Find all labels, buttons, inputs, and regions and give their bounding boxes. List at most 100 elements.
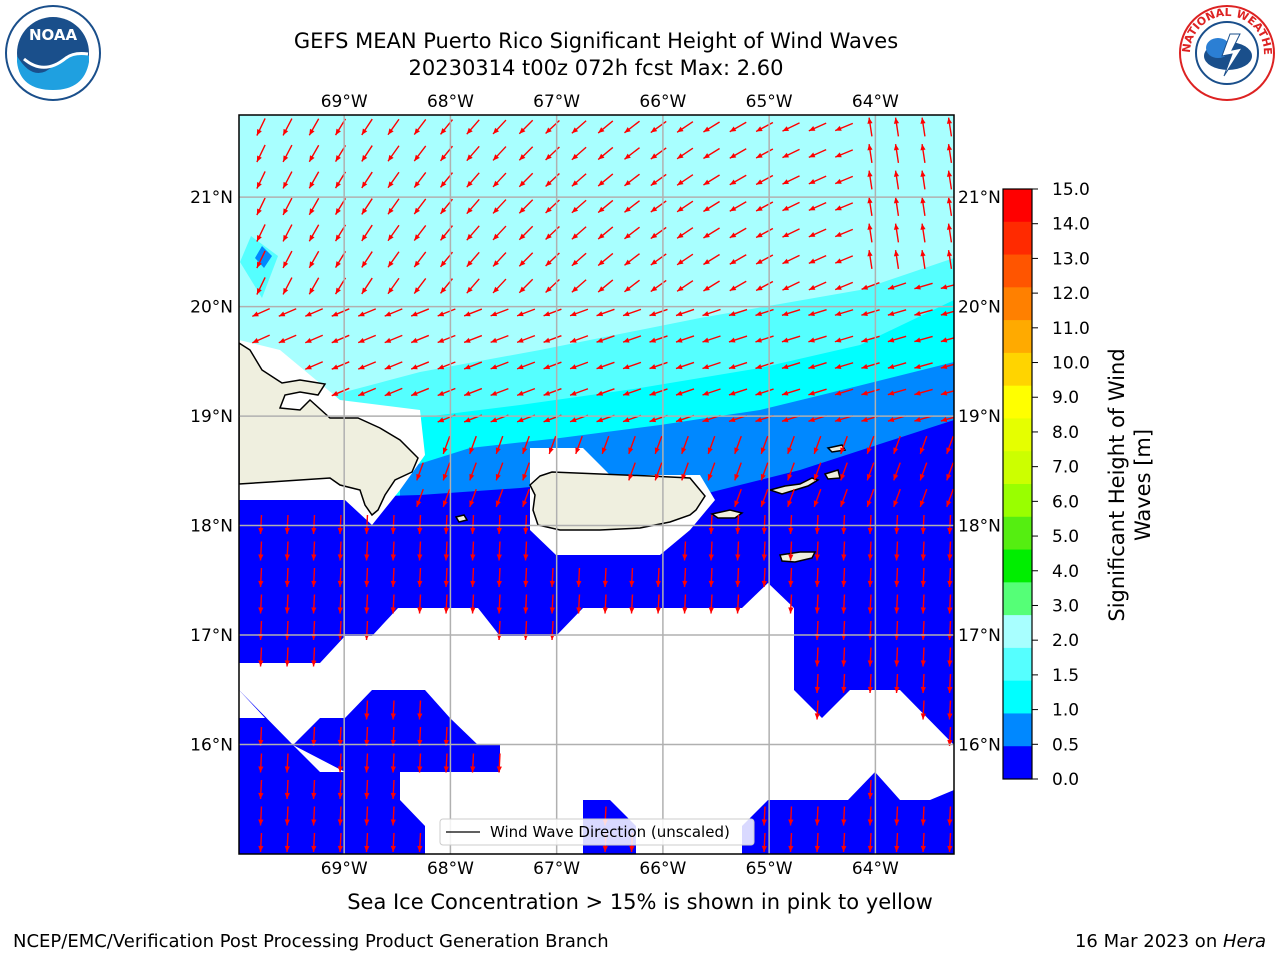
wind-wave-arrow	[284, 779, 290, 800]
colorbar: 15.0 14.0 13.0 12.0 11.0 10.0 9.0 8.0 7.0 6.0 5.0 4…	[1002, 180, 1090, 790]
wind-wave-arrow	[516, 388, 536, 396]
wind-wave-arrow	[311, 806, 317, 826]
wind-wave-arrow	[466, 225, 480, 241]
wind-wave-arrow	[304, 334, 324, 344]
colorbar-segment	[1003, 484, 1032, 518]
wind-wave-arrow	[894, 594, 900, 614]
wind-wave-arrow	[466, 172, 480, 188]
wind-wave-arrow	[256, 171, 266, 189]
wind-wave-arrow	[597, 173, 614, 187]
wind-wave-arrow	[887, 388, 907, 396]
wind-wave-arrow	[729, 201, 747, 212]
wind-wave-arrow	[893, 250, 900, 269]
wind-wave-arrow	[624, 253, 640, 266]
wind-wave-arrow	[357, 334, 377, 344]
wind-wave-arrow	[781, 361, 801, 370]
wind-wave-arrow	[676, 147, 694, 160]
wind-wave-arrow	[788, 594, 794, 614]
wind-wave-arrow	[387, 251, 400, 268]
wind-wave-arrow	[649, 388, 668, 396]
wind-wave-arrow	[492, 199, 507, 214]
lat-label: 17°N	[190, 626, 233, 646]
wind-wave-arrow	[834, 175, 854, 185]
wind-wave-arrow	[387, 145, 400, 162]
wind-wave-arrow	[284, 832, 290, 853]
wind-wave-arrow	[571, 226, 587, 240]
wind-wave-arrow	[492, 225, 507, 241]
colorbar-segment	[1003, 385, 1032, 419]
wind-wave-arrow	[867, 673, 873, 694]
wind-wave-arrow	[387, 277, 400, 295]
wind-wave-arrow	[729, 254, 747, 265]
wind-wave-arrow	[492, 146, 507, 161]
wind-wave-arrow	[834, 362, 854, 370]
colorbar-tick-label: 12.0	[1052, 284, 1090, 304]
wind-wave-arrow	[834, 202, 854, 211]
wind-wave-arrow	[676, 174, 694, 186]
wind-wave-arrow	[543, 308, 562, 317]
wind-wave-arrow	[516, 335, 536, 343]
wind-wave-arrow	[946, 223, 953, 243]
wind-wave-arrow	[258, 832, 264, 853]
graticule	[239, 115, 954, 854]
wind-wave-arrow	[841, 832, 847, 853]
legend-label: Wind Wave Direction (unscaled)	[490, 823, 730, 841]
wind-wave-arrow	[390, 700, 396, 720]
wind-wave-arrow	[841, 594, 847, 614]
wind-wave-arrow	[417, 726, 423, 747]
wind-wave-arrow	[282, 250, 293, 269]
wind-wave-arrow	[256, 224, 266, 242]
wind-wave-arrow	[624, 200, 640, 213]
wind-wave-arrow	[682, 594, 688, 614]
lon-label: 67°W	[533, 92, 580, 112]
wind-wave-arrow	[357, 387, 377, 397]
wind-wave-arrow	[761, 541, 767, 561]
wind-wave-arrow	[364, 726, 370, 747]
wind-wave-arrow	[413, 172, 427, 188]
wind-wave-arrow	[861, 362, 880, 369]
wind-wave-arrow	[841, 673, 847, 694]
wind-wave-arrow	[755, 121, 774, 133]
wind-wave-arrow	[443, 567, 449, 588]
lon-label: 69°W	[321, 859, 368, 879]
wind-wave-arrow	[284, 541, 290, 561]
wind-wave-arrow	[543, 335, 562, 343]
wind-wave-arrow	[866, 462, 875, 481]
wind-wave-arrow	[920, 250, 926, 269]
wind-wave-arrow	[782, 175, 800, 185]
wind-wave-arrow	[417, 832, 423, 853]
wind-wave-arrow	[920, 514, 926, 535]
wind-wave-arrow	[543, 388, 562, 396]
wind-wave-arrow	[681, 435, 689, 455]
lon-label: 64°W	[852, 92, 899, 112]
wind-wave-arrow	[543, 361, 562, 370]
wind-wave-arrow	[516, 308, 536, 317]
wind-wave-arrow	[894, 514, 900, 535]
lon-label: 65°W	[746, 92, 793, 112]
wind-wave-arrow	[947, 541, 953, 561]
wind-wave-arrow	[337, 514, 343, 535]
wind-wave-arrow	[808, 335, 827, 343]
wind-wave-arrow	[569, 335, 589, 343]
wind-wave-arrow	[893, 144, 900, 163]
colorbar-segment	[1003, 582, 1032, 616]
wind-wave-arrow	[808, 254, 827, 265]
wind-wave-arrow	[735, 594, 741, 614]
lon-label: 65°W	[746, 859, 793, 879]
wind-wave-arrow	[442, 488, 451, 508]
wind-wave-arrow	[597, 146, 614, 161]
wind-wave-arrow	[708, 567, 714, 588]
wind-wave-arrow	[597, 279, 614, 293]
wind-wave-arrow	[734, 462, 742, 481]
wind-wave-arrow	[940, 310, 954, 316]
wind-wave-arrow	[728, 308, 748, 317]
wind-wave-arrow	[311, 832, 317, 853]
wind-wave-arrow	[734, 488, 742, 508]
virgin-islands	[767, 477, 820, 495]
wind-wave-arrow	[390, 832, 396, 853]
wind-wave-arrow	[469, 488, 477, 508]
wind-wave-arrow	[469, 435, 477, 455]
wind-wave-arrow	[788, 514, 794, 535]
wind-wave-arrow	[282, 224, 293, 242]
wind-wave-arrow	[728, 388, 748, 396]
